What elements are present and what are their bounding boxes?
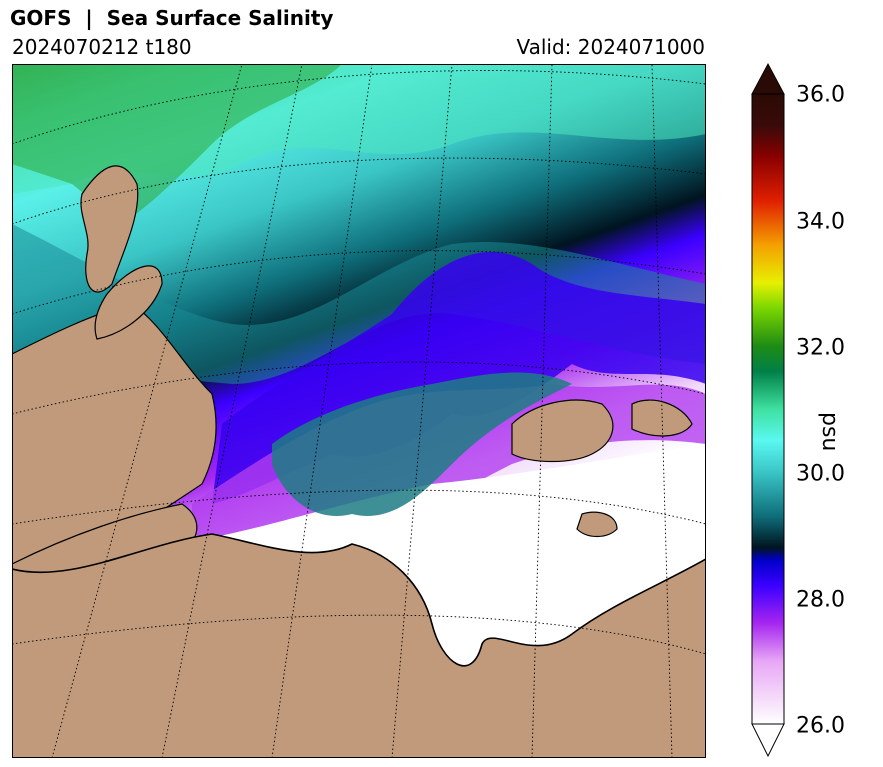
land-south xyxy=(12,533,706,758)
graticule xyxy=(12,64,706,758)
colorbar-label: psu xyxy=(817,412,842,452)
salinity-map xyxy=(12,64,706,758)
valid-time-label: Valid: 2024071000 xyxy=(516,35,705,59)
colorbar-tick-36: 36.0 xyxy=(796,82,845,108)
colorbar-tick-34: 34.0 xyxy=(796,209,845,235)
land-wrangel-island xyxy=(576,511,618,538)
colorbar-body xyxy=(751,93,785,725)
colorbar-extend-top xyxy=(751,62,785,95)
colorbar-extend-bottom xyxy=(751,723,785,758)
map-title: GOFS | Sea Surface Salinity xyxy=(10,6,334,30)
teal-tongue xyxy=(272,372,572,516)
colorbar-tick-32: 32.0 xyxy=(796,335,845,361)
init-time-label: 2024070212 t180 xyxy=(12,35,192,59)
land-novaya-zemlya-north xyxy=(80,165,139,293)
colorbar xyxy=(751,62,785,758)
colorbar-tick-30: 30.0 xyxy=(796,461,845,487)
land-novaya-zemlya-south xyxy=(94,265,163,340)
colorbar-tick-28: 28.0 xyxy=(796,587,845,613)
colorbar-tick-26: 26.0 xyxy=(796,713,845,739)
land-severnaya-zemlya xyxy=(511,399,614,463)
teal-band xyxy=(12,224,706,384)
